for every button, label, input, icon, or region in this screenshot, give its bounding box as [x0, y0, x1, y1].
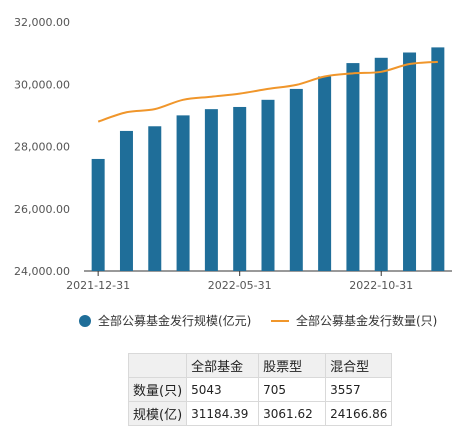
line-series: [97, 60, 438, 123]
bar: [431, 47, 445, 271]
bar: [289, 88, 303, 271]
table-cell: 5043: [186, 377, 260, 402]
table-cell: 31184.39: [186, 401, 260, 426]
bar: [176, 115, 190, 271]
bar: [233, 106, 247, 271]
bar: [204, 109, 218, 272]
y-tick-label: 32,000.00: [14, 16, 70, 29]
table-cell: 3557: [325, 377, 393, 402]
legend-label-bar: 全部公募基金发行规模(亿元): [98, 314, 252, 328]
row-label: 数量(只): [127, 377, 188, 402]
bar: [148, 126, 162, 271]
legend: 全部公募基金发行规模(亿元) 全部公募基金发行数量(只): [0, 312, 459, 334]
legend-swatch-bar: [79, 314, 91, 327]
y-tick-label: 26,000.00: [14, 203, 70, 216]
series-line: [97, 60, 438, 123]
row-label: 规模(亿): [127, 401, 188, 426]
header-cell: 混合型: [325, 353, 393, 378]
table-cell: 24166.86: [325, 401, 393, 426]
y-tick-label: 24,000.00: [14, 265, 70, 278]
bar: [374, 57, 388, 272]
x-tick-label: 2022-10-31: [349, 279, 413, 292]
y-axis: 24,000.00 26,000.00 28,000.00 30,000.00 32,0…: [14, 16, 70, 278]
header-cell: [127, 353, 188, 378]
header-cell: 股票型: [258, 353, 327, 378]
chart: 24,000.00 26,000.00 28,000.00 30,000.00 32,0…: [14, 16, 452, 292]
header-cell: 全部基金: [186, 353, 260, 378]
bar: [346, 63, 360, 272]
bar: [318, 76, 332, 271]
x-axis: 2021-12-31 2022-05-31 2022-10-31: [66, 270, 452, 292]
legend-label-line: 全部公募基金发行数量(只): [296, 314, 438, 328]
legend-item-bar-series[interactable]: 全部公募基金发行规模(亿元): [79, 312, 251, 329]
legend-item-line-series[interactable]: 全部公募基金发行数量(只): [271, 312, 437, 329]
table-cell: 705: [258, 377, 327, 402]
summary-table: 全部基金 股票型 混合型 数量(只) 5043 705 3557 规模(亿) 3…: [127, 353, 393, 426]
bar: [119, 130, 133, 271]
y-tick-label: 30,000.00: [14, 78, 70, 91]
x-tick-label: 2022-05-31: [208, 279, 272, 292]
bar: [261, 99, 275, 271]
table-cell: 3061.62: [258, 401, 327, 426]
table-row: 数量(只) 5043 705 3557: [127, 377, 393, 402]
y-tick-label: 28,000.00: [14, 141, 70, 154]
bar: [403, 52, 417, 271]
summary-table-header: 全部基金 股票型 混合型: [127, 353, 393, 378]
table-row: 规模(亿) 31184.39 3061.62 24166.86: [127, 401, 393, 426]
bar: [91, 158, 105, 271]
x-tick-label: 2021-12-31: [66, 279, 130, 292]
legend-swatch-line: [271, 319, 289, 322]
bar-series: [91, 47, 445, 272]
